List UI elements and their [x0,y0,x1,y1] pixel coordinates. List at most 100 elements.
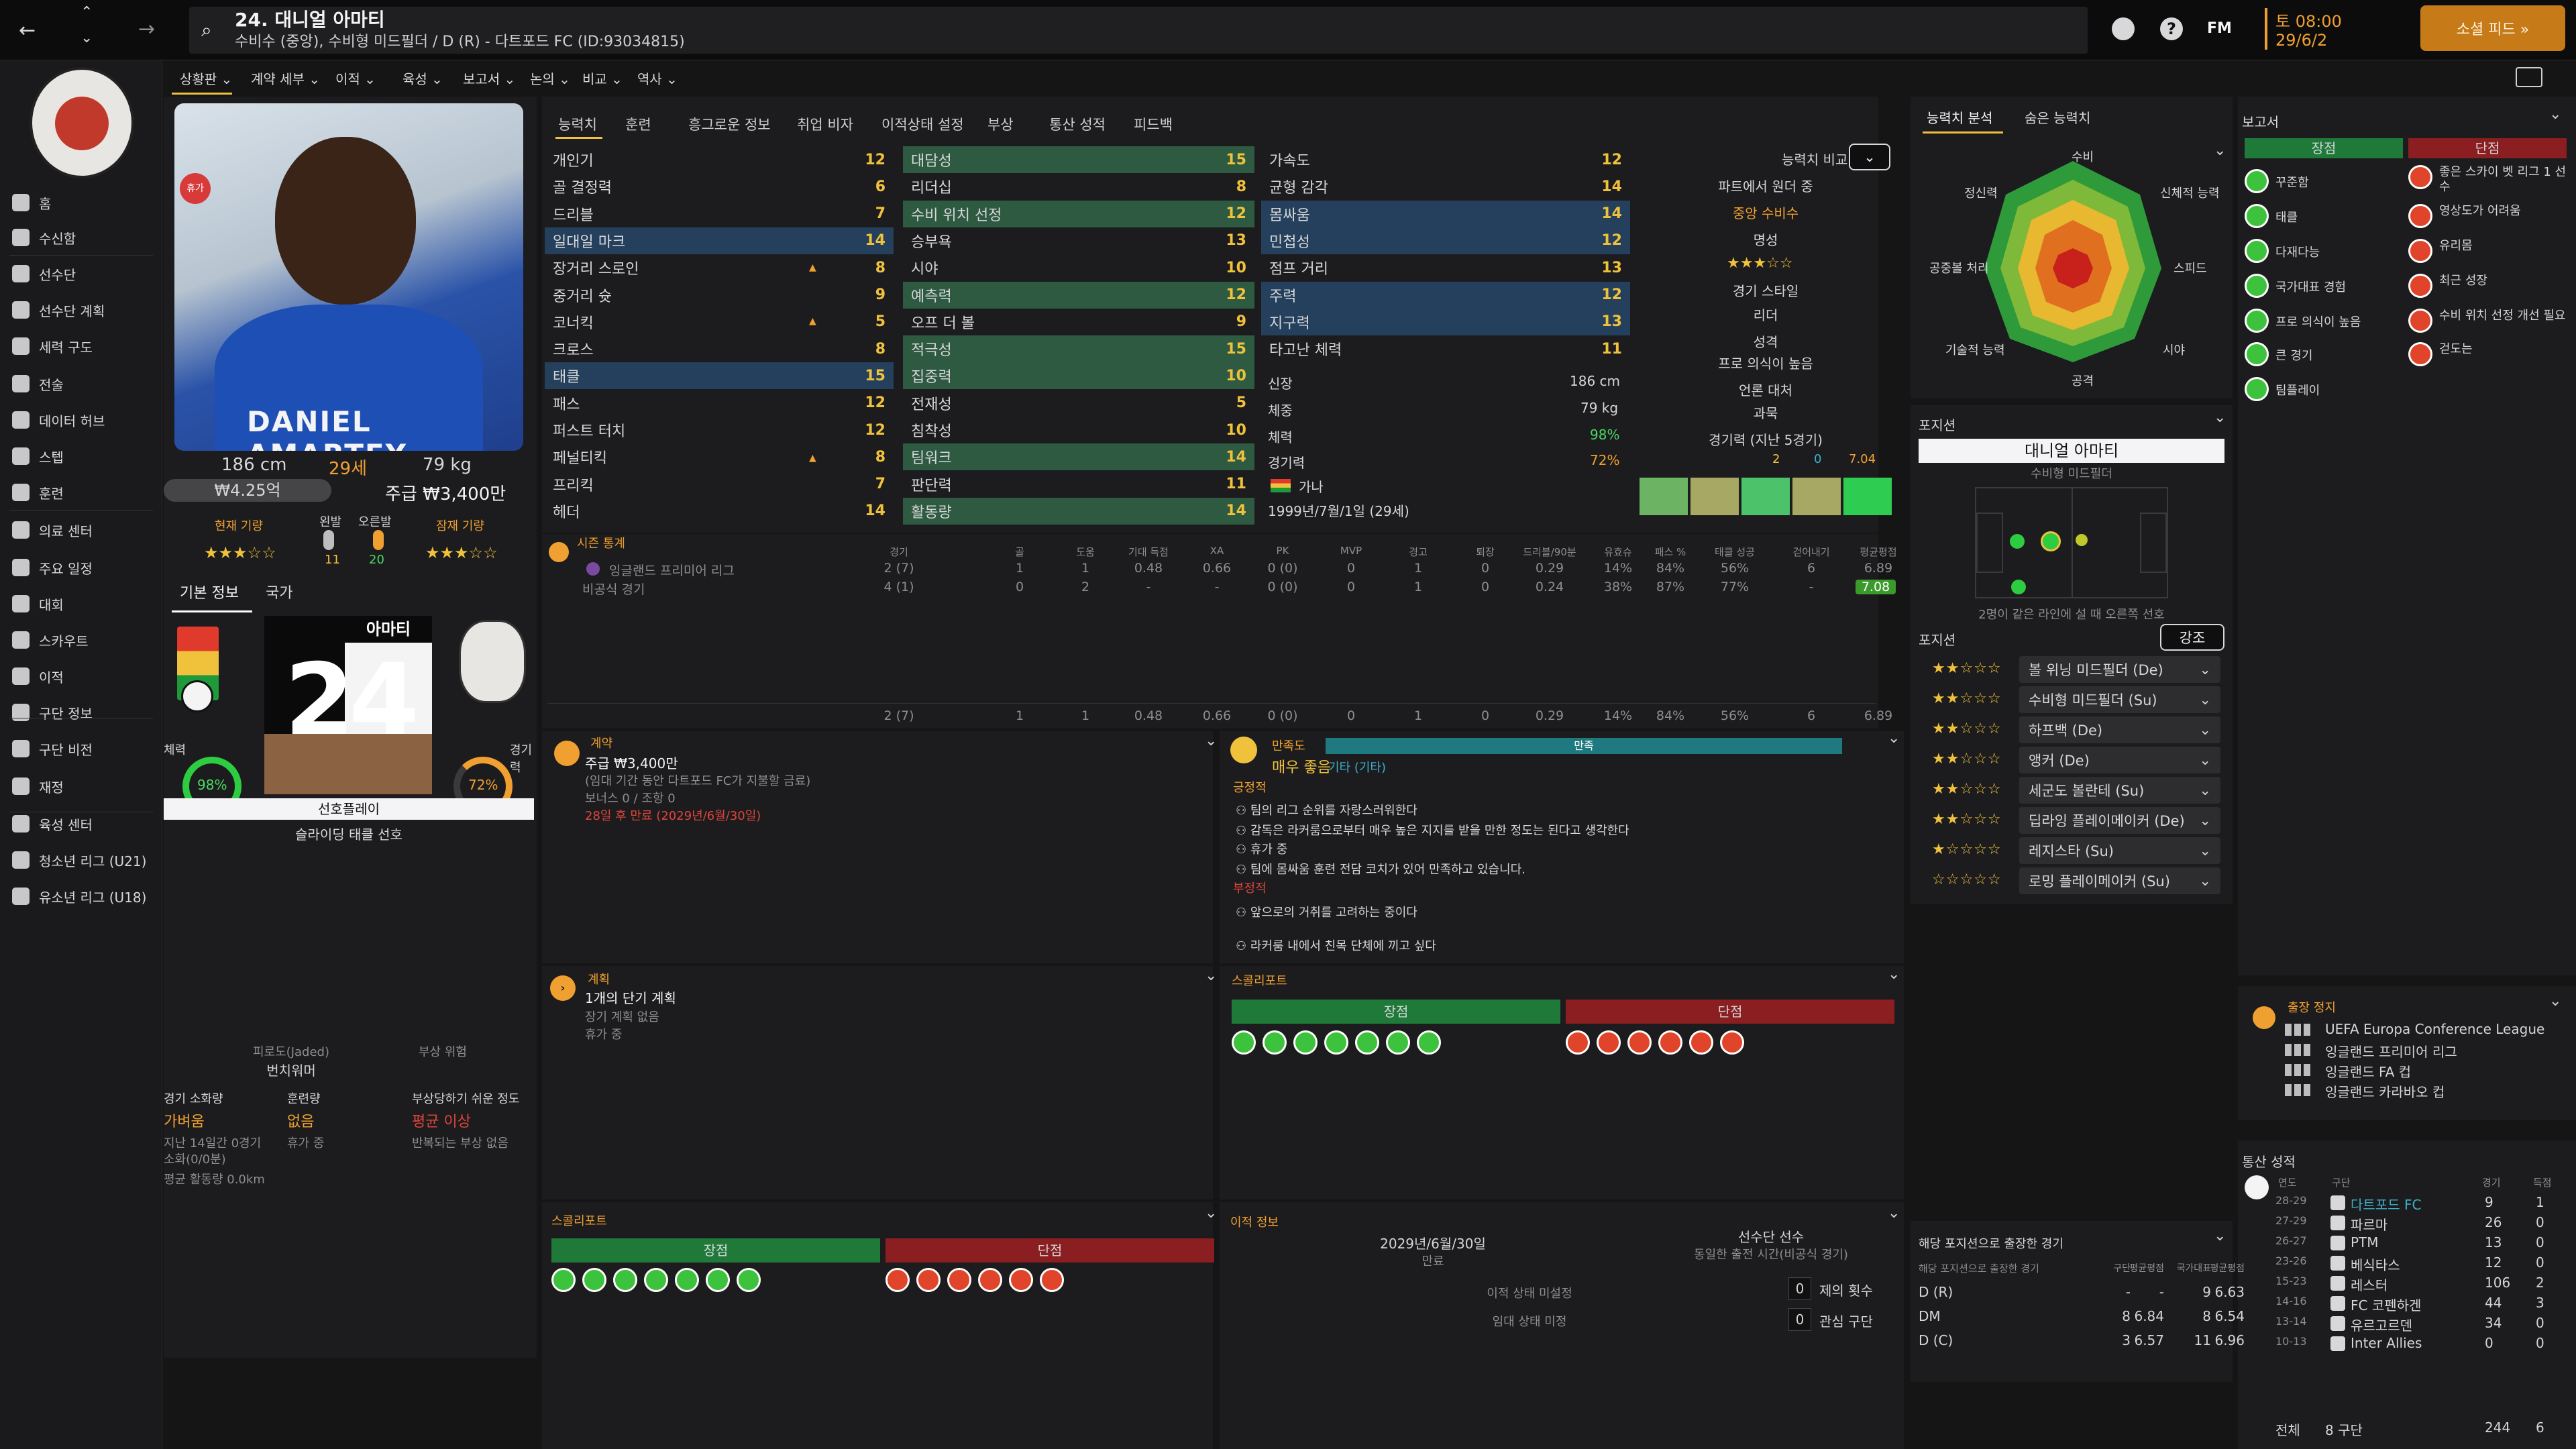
role-item-3[interactable]: 앵커 (De) ⌄ [2019,747,2220,773]
ban-chevron-icon[interactable]: ⌄ [2549,993,2562,1010]
attr-row-tech-11[interactable]: 페널티킥 8 [553,448,885,468]
attr-row-mental-9[interactable]: 전재성 5 [911,394,1246,413]
nav-item-2[interactable]: 선수단 [0,256,162,291]
nav-item-9[interactable]: 의료 센터 [0,513,162,547]
fm-logo[interactable]: FM [2207,20,2232,37]
nav-item-11[interactable]: 대회 [0,586,162,621]
menu-item-7[interactable]: 역사 ⌄ [637,71,678,87]
nav-item-16[interactable]: 재정 [0,769,162,804]
attr-row-tech-3[interactable]: 일대일 마크 14 [545,227,894,254]
attr-row-tech-12[interactable]: 프리킥 7 [553,476,885,494]
attr-row-tech-10[interactable]: 퍼스트 터치 12 [553,421,885,441]
tab-basic-info[interactable]: 기본 정보 [180,585,239,602]
attr-row-mental-3[interactable]: 승부욕 13 [911,232,1246,251]
soccer-ball-icon[interactable] [2112,17,2135,40]
nav-item-15[interactable]: 구단 비전 [0,731,162,766]
role-item-1[interactable]: 수비형 미드필더 (Su) ⌄ [2019,686,2220,713]
attr-row-tech-7[interactable]: 크로스 8 [553,340,885,360]
nav-item-18[interactable]: 청소년 리그 (U21) [0,843,162,877]
attr-row-mental-0[interactable]: 대담성 15 [903,146,1254,173]
roles-header[interactable]: 포지션 [1919,632,1956,648]
career-club[interactable]: 레스터 [2351,1277,2388,1293]
nav-item-3[interactable]: 선수단 계획 [0,292,162,327]
nav-item-4[interactable]: 세력 구도 [0,329,162,364]
chevron-down-icon[interactable]: ⌄ [80,30,93,46]
continue-button[interactable]: 소셜 피드 » [2420,5,2565,51]
transfer-header[interactable]: 이적 정보 [1230,1216,1279,1230]
club-crest[interactable] [30,67,134,178]
radar-chevron-icon[interactable]: ⌄ [2214,142,2226,159]
attr-row-physical-7[interactable]: 타고난 체력 11 [1269,340,1622,360]
scout2-header[interactable]: 스콜리포트 [551,1214,607,1228]
attr-tab-3[interactable]: 취업 비자 [797,117,853,133]
attr-row-mental-10[interactable]: 침착성 10 [911,421,1246,441]
plans-header[interactable]: 계획 [588,973,610,987]
role-item-7[interactable]: 로밍 플레이메이커 (Su) ⌄ [2019,867,2220,894]
attr-row-physical-6[interactable]: 지구력 13 [1261,308,1630,335]
career-club[interactable]: 베식타스 [2351,1257,2400,1273]
chevron-up-icon[interactable]: ⌃ [80,4,93,21]
attr-row-mental-5[interactable]: 예측력 12 [903,281,1254,309]
attr-row-physical-2[interactable]: 몸싸움 14 [1261,200,1630,227]
attr-row-mental-13[interactable]: 활동량 14 [903,497,1254,525]
nav-item-0[interactable]: 홈 [0,185,162,220]
tab-attribute-analysis[interactable]: 능력치 분석 [1927,110,1993,126]
attr-row-tech-6[interactable]: 코너킥 5 [553,313,885,332]
nav-item-5[interactable]: 전술 [0,366,162,401]
attr-tab-5[interactable]: 부상 [987,117,1014,133]
role-item-5[interactable]: 딥라잉 플레이메이커 (De) ⌄ [2019,807,2220,834]
nav-item-17[interactable]: 육성 센터 [0,806,162,841]
nav-item-13[interactable]: 이적 [0,659,162,694]
nav-item-19[interactable]: 유소년 리그 (U18) [0,879,162,914]
attr-row-tech-1[interactable]: 골 결정력 6 [553,178,885,197]
attr-row-physical-5[interactable]: 주력 12 [1261,281,1630,309]
career-club[interactable]: 유르고르덴 [2351,1318,2412,1334]
back-icon[interactable]: ← [19,19,36,42]
nav-item-12[interactable]: 스카우트 [0,623,162,657]
highlight-button[interactable]: 강조 [2160,624,2224,651]
attr-row-physical-1[interactable]: 균형 감각 14 [1269,178,1622,197]
compare-dropdown[interactable]: ⌄ [1849,144,1890,170]
attr-row-mental-8[interactable]: 집중력 10 [903,362,1254,390]
attr-tab-4[interactable]: 이적상태 설정 [881,117,964,133]
menu-item-5[interactable]: 논의 ⌄ [530,71,570,87]
stats-title[interactable]: 시즌 통계 [577,537,625,551]
role-item-2[interactable]: 하프백 (De) ⌄ [2019,716,2220,743]
help-icon[interactable]: ? [2160,17,2183,40]
nav-item-14[interactable]: 구단 정보 [0,695,162,730]
appearances-chevron-icon[interactable]: ⌄ [2214,1228,2226,1244]
happiness-header[interactable]: 만족도 [1272,739,1305,753]
career-club[interactable]: FC 코펜하겐 [2351,1297,2422,1313]
career-club[interactable]: 다트포드 FC [2351,1197,2422,1213]
nav-item-7[interactable]: 스텝 [0,439,162,474]
career-club[interactable]: PTM [2351,1234,2379,1250]
attr-row-tech-9[interactable]: 패스 12 [553,394,885,413]
happiness-chevron-icon[interactable]: ⌄ [1888,730,1900,747]
role-item-4[interactable]: 세군도 볼란테 (Su) ⌄ [2019,777,2220,804]
menu-item-2[interactable]: 이적 ⌄ [335,71,376,87]
attr-row-tech-13[interactable]: 헤더 14 [553,502,885,521]
layout-icon[interactable] [2516,67,2542,87]
attr-row-tech-4[interactable]: 장거리 스로인 8 [553,259,885,278]
scout2-chevron-icon[interactable]: ⌄ [1205,1205,1218,1222]
scout-header[interactable]: 스콜리포트 [1232,974,1287,988]
attr-row-tech-8[interactable]: 태클 15 [545,362,894,390]
menu-item-6[interactable]: 비교 ⌄ [582,71,623,87]
report-chevron-icon[interactable]: ⌄ [2549,106,2562,123]
search-icon[interactable]: ⌕ [201,19,212,41]
career-club[interactable]: Inter Allies [2351,1335,2422,1351]
contract-chevron-icon[interactable]: ⌄ [1205,733,1218,749]
menu-item-1[interactable]: 계약 세부 ⌄ [251,71,321,87]
attr-tab-6[interactable]: 통산 성적 [1049,117,1106,133]
attr-tab-0[interactable]: 능력치 [558,117,597,133]
nav-item-10[interactable]: 주요 일정 [0,550,162,585]
menu-item-3[interactable]: 육성 ⌄ [402,71,443,87]
nav-item-1[interactable]: 수신함 [0,220,162,255]
attr-tab-1[interactable]: 훈련 [625,117,651,133]
tab-hidden-attributes[interactable]: 숨은 능력치 [2025,110,2091,126]
attr-row-tech-0[interactable]: 개인기 12 [553,151,885,170]
attr-row-mental-1[interactable]: 리더십 8 [911,178,1246,197]
nav-item-6[interactable]: 데이터 허브 [0,402,162,437]
